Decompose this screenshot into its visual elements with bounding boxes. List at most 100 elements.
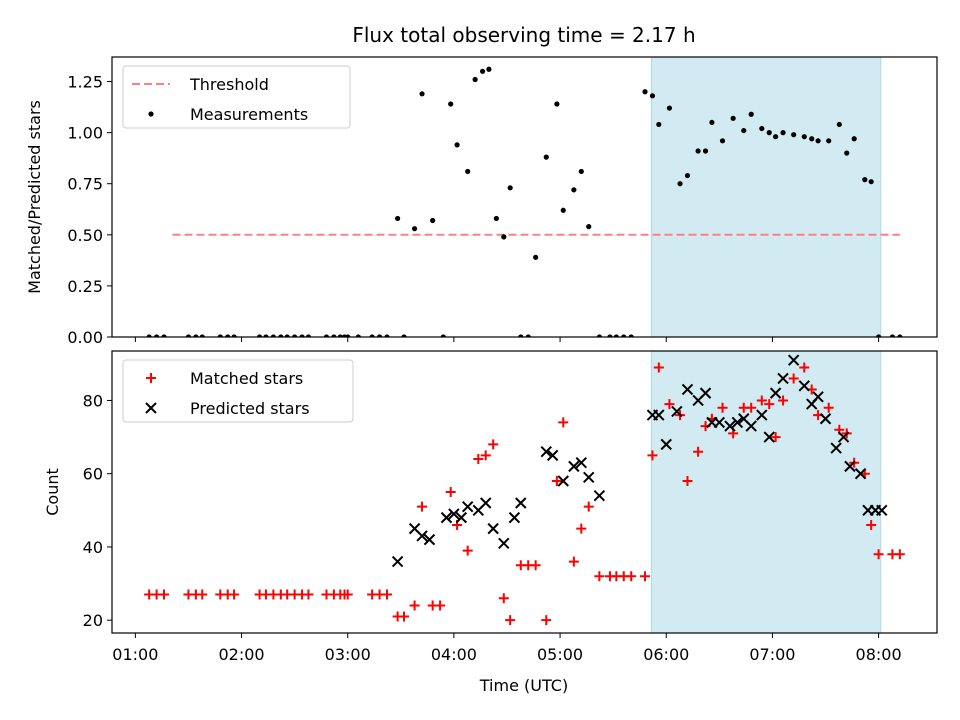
predicted-stars-point bbox=[448, 508, 460, 520]
measurement-point bbox=[836, 121, 842, 128]
count-panel: 20 40 60 80 01:00 02:00 03:00 04:00 05:00 06:00 07… bbox=[43, 350, 938, 664]
measurement-point bbox=[730, 115, 736, 121]
matched-stars-point bbox=[866, 519, 877, 530]
predicted-stars-point bbox=[724, 420, 736, 432]
measurement-point bbox=[153, 334, 160, 337]
measurement-point bbox=[355, 334, 361, 337]
matched-stars-point bbox=[488, 439, 499, 450]
measurement-point bbox=[284, 334, 290, 337]
predicted-stars-point bbox=[769, 387, 782, 399]
measurement-point bbox=[876, 334, 882, 337]
matched-stars-point bbox=[473, 454, 484, 465]
measurement-point bbox=[518, 334, 524, 337]
matched-stars-point bbox=[583, 501, 594, 512]
predicted-stars-point bbox=[455, 511, 468, 524]
measurement-point bbox=[741, 127, 747, 134]
measurement-point bbox=[225, 334, 231, 337]
measurement-point bbox=[305, 334, 312, 337]
measurement-point bbox=[607, 334, 613, 337]
measurement-point bbox=[345, 334, 351, 337]
y-tick-label: 0.25 bbox=[67, 277, 103, 296]
matched-stars-point bbox=[530, 560, 541, 571]
matched-stars-point bbox=[576, 523, 587, 534]
matched-stars-point bbox=[594, 571, 605, 582]
measurement-point bbox=[486, 66, 492, 72]
predicted-stars-point bbox=[660, 438, 672, 451]
legend-measurements-swatch bbox=[148, 111, 154, 117]
measurement-point bbox=[554, 101, 560, 107]
matched-stars-point bbox=[558, 417, 569, 428]
measurement-point bbox=[430, 217, 436, 224]
matched-stars-point bbox=[746, 402, 757, 413]
predicted-stars-point bbox=[575, 456, 588, 469]
measurement-point bbox=[533, 254, 539, 260]
measurement-point bbox=[448, 101, 454, 107]
measurement-point bbox=[719, 138, 726, 144]
matched-stars-point bbox=[551, 476, 562, 487]
measurement-point bbox=[656, 121, 662, 128]
measurement-point bbox=[780, 130, 786, 136]
predicted-stars-point bbox=[515, 497, 527, 509]
measurement-point bbox=[826, 138, 832, 144]
predicted-stars-point bbox=[876, 504, 888, 517]
predicted-stars-point bbox=[423, 533, 436, 546]
measurement-point bbox=[543, 154, 549, 160]
measurement-point bbox=[401, 334, 407, 337]
y-tick-label: 0.00 bbox=[67, 328, 103, 347]
matched-stars-point bbox=[462, 545, 473, 556]
matched-stars-point bbox=[647, 450, 658, 461]
measurement-point bbox=[185, 334, 192, 337]
measurement-point bbox=[649, 93, 656, 99]
predicted-stars-point bbox=[731, 416, 744, 429]
matched-stars-point bbox=[778, 395, 789, 406]
chart-title: Flux total observing time = 2.17 h bbox=[352, 23, 695, 47]
measurement-point bbox=[889, 334, 896, 337]
legend-entry-label: Measurements bbox=[190, 105, 308, 124]
predicted-stars-point bbox=[844, 460, 856, 473]
measurement-point bbox=[851, 136, 857, 142]
measurement-point bbox=[161, 334, 167, 337]
legend-matched-swatch bbox=[146, 373, 156, 383]
measurement-point bbox=[773, 134, 779, 140]
measurement-point bbox=[666, 105, 673, 111]
measurement-point bbox=[231, 334, 237, 337]
predicted-stars-point bbox=[546, 449, 559, 462]
matched-stars-point bbox=[409, 600, 420, 611]
matched-stars-point bbox=[382, 589, 392, 600]
measurement-point bbox=[586, 224, 592, 230]
matched-stars-point bbox=[640, 571, 651, 582]
measurement-point bbox=[897, 334, 903, 337]
predicted-stars-point bbox=[671, 405, 683, 418]
predicted-stars-point bbox=[837, 431, 850, 443]
predicted-stars-point bbox=[653, 409, 665, 421]
axes-frame bbox=[111, 350, 938, 634]
x-tick-label: 04:00 bbox=[431, 645, 477, 664]
predicted-stars-point bbox=[777, 372, 789, 385]
x-tick-label: 01:00 bbox=[112, 645, 158, 664]
measurement-point bbox=[501, 234, 507, 240]
measurement-point bbox=[337, 334, 343, 337]
predicted-stars-point bbox=[756, 409, 768, 421]
predicted-stars-point bbox=[681, 383, 694, 396]
measurement-point bbox=[862, 177, 868, 183]
measurement-point bbox=[419, 91, 425, 97]
matched-stars-point bbox=[480, 450, 491, 461]
matched-stars-point bbox=[498, 593, 509, 604]
predicted-stars-point bbox=[819, 413, 832, 425]
predicted-stars-point bbox=[798, 380, 810, 392]
measurement-point bbox=[256, 334, 263, 337]
legend-box bbox=[122, 65, 351, 129]
measurement-point bbox=[493, 215, 499, 222]
predicted-stars-point bbox=[812, 391, 824, 403]
predicted-stars-point bbox=[763, 431, 775, 443]
matched-stars-point bbox=[756, 395, 767, 406]
observing-window-shade bbox=[650, 56, 882, 338]
matched-stars-point bbox=[568, 556, 579, 567]
measurement-point bbox=[479, 68, 486, 74]
axes-frame bbox=[111, 56, 938, 338]
measurement-point bbox=[331, 334, 337, 337]
measurement-point bbox=[299, 334, 305, 337]
measurement-point bbox=[571, 187, 577, 193]
matched-stars-point bbox=[159, 589, 170, 600]
predicted-stars-point bbox=[508, 511, 521, 524]
